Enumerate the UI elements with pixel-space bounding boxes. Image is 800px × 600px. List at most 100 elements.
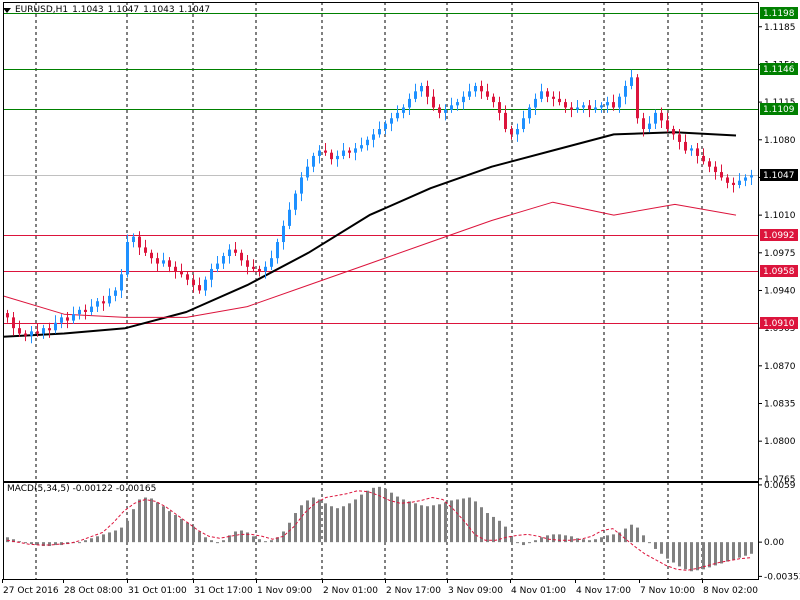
candle-body — [678, 134, 681, 142]
candle-body — [726, 177, 729, 183]
macd-histogram-bar — [90, 538, 93, 543]
macd-histogram-bar — [156, 502, 159, 543]
ma-slow-line — [2, 201, 737, 318]
candle-body — [150, 252, 153, 259]
price-panel-frame — [3, 2, 759, 482]
horizontal-levels[interactable] — [3, 13, 758, 324]
macd-signal-line — [6, 490, 752, 571]
macd-histogram-bar — [198, 531, 201, 543]
candle-body — [570, 107, 573, 110]
candle-body — [396, 112, 399, 119]
macd-histogram-bar — [618, 532, 621, 543]
candle-body — [408, 98, 411, 108]
price-tick-label: 1.0800 — [764, 437, 796, 447]
macd-histogram-bar — [324, 503, 327, 543]
macd-histogram-bar — [654, 542, 657, 549]
macd-histogram-bar — [408, 501, 411, 543]
candle-body — [534, 98, 537, 108]
macd-histogram-bar — [708, 542, 711, 568]
level-price-tag-label: 1.1198 — [763, 9, 795, 19]
macd-histogram-bar — [732, 542, 735, 560]
macd-histogram-bar — [162, 506, 165, 543]
candle-body — [120, 274, 123, 291]
candle-body — [90, 306, 93, 313]
macd-histogram-bar — [492, 516, 495, 543]
candle-body — [360, 145, 363, 149]
candle-body — [642, 118, 645, 130]
candle-body — [30, 331, 33, 336]
macd-histogram-bar — [402, 499, 405, 543]
macd-histogram-bar — [18, 541, 21, 543]
macd-histogram-bar — [738, 542, 741, 558]
candle-body — [582, 105, 585, 108]
time-tick-label: 3 Nov 09:00 — [448, 586, 503, 596]
macd-histogram-bar — [264, 541, 267, 543]
macd-histogram-bar — [246, 532, 249, 543]
macd-histogram-bar — [438, 504, 441, 543]
candle-body — [300, 177, 303, 194]
candle-body — [168, 260, 171, 267]
candle-body — [240, 252, 243, 261]
candle-body — [132, 236, 135, 243]
macd-histogram-bar — [114, 530, 117, 543]
candle-body — [654, 112, 657, 124]
macd-histogram-bar — [282, 531, 285, 543]
candle-body — [186, 274, 189, 280]
macd-histogram-bar — [726, 542, 729, 562]
candle-body — [108, 295, 111, 304]
macd-histogram-bar — [636, 527, 639, 543]
macd-histogram-bar — [660, 542, 663, 554]
macd-histogram-bar — [186, 522, 189, 543]
macd-histogram-bar — [258, 539, 261, 543]
level-price-tag — [760, 7, 798, 19]
candle-body — [42, 328, 45, 334]
macd-histogram-bar — [228, 535, 231, 543]
candle-body — [252, 266, 255, 269]
price-tick-label: 1.1080 — [764, 136, 796, 146]
candle-body — [270, 258, 273, 267]
macd-histogram-bar — [594, 539, 597, 543]
time-tick-label: 27 Oct 2016 — [3, 586, 59, 596]
candle-body — [612, 102, 615, 108]
macd-histogram-bar — [432, 505, 435, 543]
symbol-info-bar[interactable]: EURUSD,H1 1.1043 1.1047 1.1043 1.1047 — [3, 3, 210, 17]
macd-histogram-bar — [648, 542, 651, 544]
macd-histogram-bar — [696, 542, 699, 571]
candle-body — [480, 85, 483, 92]
time-tick-label: 28 Oct 08:00 — [64, 586, 123, 596]
candle-body — [246, 260, 249, 267]
macd-histogram-bar — [330, 506, 333, 543]
macd-histogram-bar — [672, 542, 675, 563]
candle-body — [738, 180, 741, 185]
macd-histogram-bar — [192, 526, 195, 543]
candle-body — [504, 112, 507, 130]
candle-body — [36, 331, 39, 334]
macd-tick-label: 0.00 — [764, 538, 784, 548]
candle-body — [294, 193, 297, 210]
level-price-tag-label: 1.0958 — [763, 267, 795, 277]
macd-histogram-bar — [504, 526, 507, 543]
macd-histogram-bar — [24, 542, 27, 544]
macd-histogram-bar — [750, 542, 753, 554]
candle-body — [414, 91, 417, 99]
macd-histogram-bar — [498, 520, 501, 543]
candle-body — [228, 249, 231, 257]
candle-body — [690, 148, 693, 151]
macd-histogram-bar — [450, 500, 453, 543]
candle-body — [156, 258, 159, 264]
candle-body — [78, 309, 81, 315]
candle-body — [696, 148, 699, 156]
candle-body — [468, 91, 471, 97]
candle-body — [366, 139, 369, 146]
macd-histogram-bar — [558, 534, 561, 543]
macd-histogram-bar — [564, 535, 567, 543]
macd-histogram-bar — [276, 537, 279, 543]
candle-body — [174, 266, 177, 272]
macd-histogram-bar — [390, 492, 393, 543]
macd-histogram-bar — [528, 542, 531, 544]
candle-body — [576, 107, 579, 110]
dropdown-triangle-icon[interactable] — [3, 7, 11, 13]
macd-histogram-bar — [576, 538, 579, 543]
